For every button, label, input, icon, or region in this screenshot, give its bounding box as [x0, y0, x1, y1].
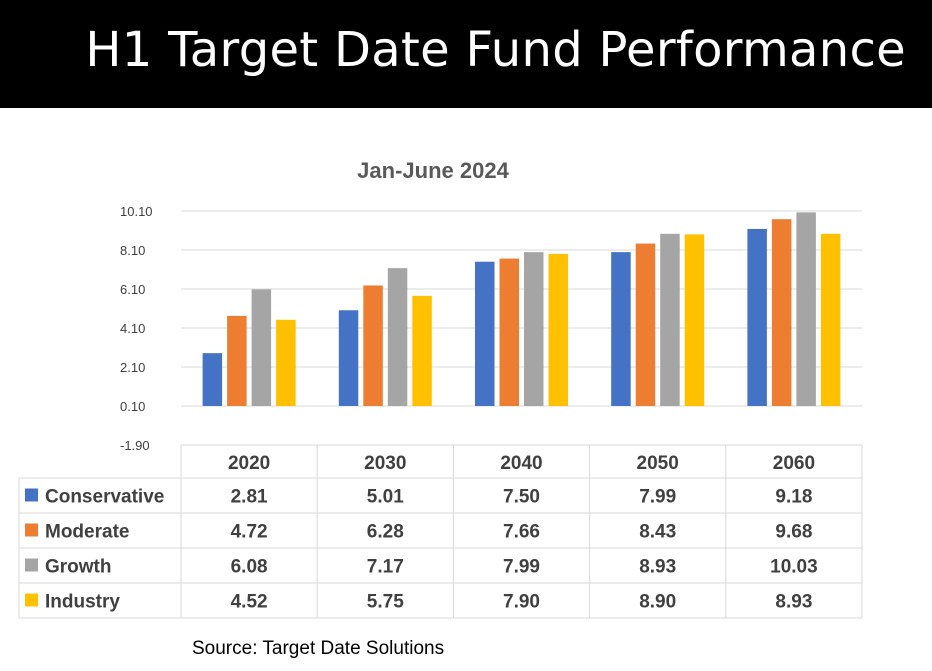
bar-growth	[660, 233, 680, 406]
y-tick-label: -1.90	[120, 438, 150, 453]
title-banner: H1 Target Date Fund Performance	[0, 0, 932, 108]
x-tick-label: 2050	[637, 453, 679, 474]
bar-growth	[251, 289, 272, 406]
data-label: 8.43	[639, 522, 676, 543]
data-label: 2.81	[231, 487, 268, 508]
x-tick-label: 2020	[228, 453, 270, 474]
bar-conservative	[747, 228, 767, 406]
bar-conservative	[611, 252, 631, 406]
legend-key-conservative	[25, 488, 38, 502]
bar-moderate	[499, 258, 519, 406]
slide-title: H1 Target Date Fund Performance	[85, 22, 906, 78]
data-label: 10.03	[770, 557, 818, 578]
bar-moderate	[771, 219, 792, 406]
bar-industry	[820, 233, 841, 406]
bar-industry	[684, 234, 705, 406]
x-tick-label: 2060	[773, 453, 815, 474]
data-label: 8.93	[775, 592, 812, 613]
series-label: Moderate	[45, 522, 129, 543]
data-label: 9.68	[775, 522, 812, 543]
legend-key-moderate	[25, 523, 38, 537]
bar-moderate	[635, 243, 656, 406]
bar-industry	[276, 319, 296, 406]
bar-conservative	[475, 261, 495, 406]
bar-moderate	[363, 285, 383, 406]
data-label: 6.08	[231, 557, 268, 578]
x-tick-label: 2040	[500, 453, 542, 474]
legend-key-growth	[25, 558, 38, 572]
legend-key-industry	[25, 593, 38, 607]
data-label: 7.17	[367, 557, 404, 578]
series-label: Conservative	[45, 487, 164, 508]
y-tick-label: 2.10	[120, 360, 145, 375]
series-label: Growth	[45, 557, 112, 578]
series-label: Industry	[45, 592, 120, 613]
bar-growth	[387, 268, 408, 406]
data-label: 7.50	[503, 487, 540, 508]
chart-title: Jan-June 2024	[357, 158, 509, 183]
y-tick-label: 4.10	[120, 321, 145, 336]
data-label: 5.01	[367, 487, 404, 508]
y-tick-label: 0.10	[120, 399, 145, 414]
data-label: 7.66	[503, 522, 540, 543]
data-label: 8.93	[639, 557, 676, 578]
bar-conservative	[202, 353, 223, 406]
y-tick-label: 8.10	[120, 243, 145, 258]
bar-conservative	[338, 310, 359, 406]
bar-moderate	[227, 315, 247, 406]
data-label: 7.90	[503, 592, 540, 613]
data-label: 8.90	[639, 592, 676, 613]
bar-growth	[796, 212, 816, 406]
data-label: 7.99	[503, 557, 540, 578]
bar-growth	[524, 252, 544, 406]
data-label: 6.28	[367, 522, 404, 543]
bar-industry	[412, 295, 432, 406]
bar-industry	[548, 253, 568, 406]
data-label: 9.18	[775, 487, 812, 508]
data-label: 5.75	[367, 592, 404, 613]
data-label: 7.99	[639, 487, 676, 508]
data-label: 4.72	[231, 522, 268, 543]
data-label: 4.52	[231, 592, 268, 613]
x-tick-label: 2030	[364, 453, 406, 474]
y-tick-label: 6.10	[120, 282, 145, 297]
source-note: Source: Target Date Solutions	[192, 638, 445, 659]
y-tick-label: 10.10	[120, 204, 153, 219]
